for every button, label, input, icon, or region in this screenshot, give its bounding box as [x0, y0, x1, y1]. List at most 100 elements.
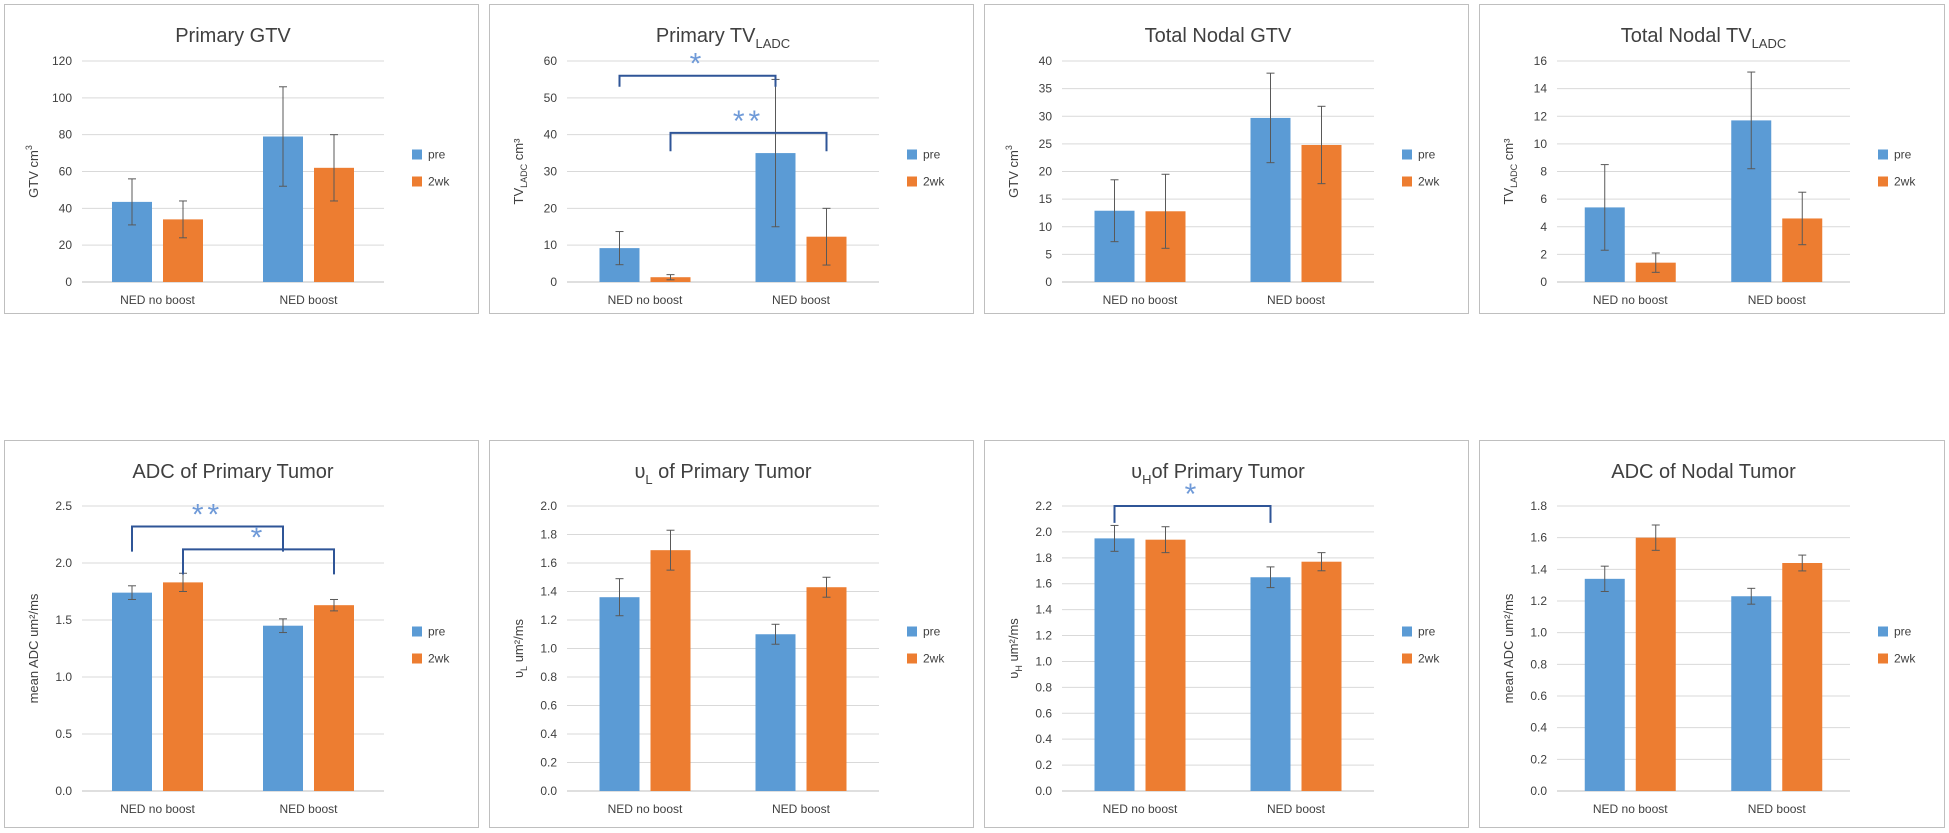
- y-tick-label: 60: [59, 165, 73, 179]
- chart-title-main: υ: [634, 461, 645, 483]
- y-tick-label: 15: [1039, 192, 1053, 206]
- y-axis-label-tail: um²/ms: [511, 618, 526, 665]
- y-axis-label-main: υ: [511, 671, 526, 678]
- y-tick-label: 1.0: [1035, 654, 1052, 668]
- legend-label: 2wk: [1894, 175, 1916, 189]
- y-tick-label: 10: [1039, 220, 1053, 234]
- legend-swatch: [1402, 653, 1412, 664]
- y-axis-label-main: GTV cm: [1006, 150, 1021, 198]
- y-axis-label-superscript: 3: [1004, 145, 1014, 150]
- y-tick-label: 5: [1045, 247, 1052, 261]
- chart-title-subscript: H: [1142, 472, 1151, 487]
- y-tick-label: 1.4: [1530, 562, 1547, 576]
- x-category-label: NED boost: [772, 802, 831, 816]
- y-tick-label: 2.0: [540, 499, 557, 513]
- y-tick-label: 10: [1534, 137, 1548, 151]
- y-axis-label-main: TV: [1501, 188, 1516, 205]
- x-category-label: NED boost: [279, 293, 338, 307]
- y-tick-label: 1.6: [540, 556, 557, 570]
- legend-label: 2wk: [1894, 652, 1916, 666]
- legend-swatch: [1878, 176, 1888, 187]
- y-tick-label: 25: [1039, 137, 1053, 151]
- legend-swatch: [412, 149, 422, 160]
- y-tick-label: 4: [1540, 220, 1547, 234]
- y-tick-label: 40: [544, 128, 558, 142]
- legend-swatch: [412, 653, 422, 664]
- x-category-label: NED no boost: [608, 802, 683, 816]
- y-axis-label: GTV cm3: [1004, 145, 1021, 198]
- chart-title: υL of Primary Tumor: [634, 461, 811, 487]
- bar-2wk-1: [650, 550, 691, 791]
- y-tick-label: 2.0: [1035, 525, 1052, 539]
- panel-frame: [1479, 440, 1945, 828]
- legend-swatch: [907, 626, 917, 637]
- significance-bracket: [618, 74, 777, 87]
- y-tick-label: 30: [544, 165, 558, 179]
- y-axis-label: TVLADC cm³: [1501, 138, 1519, 205]
- chart-title-main: Primary GTV: [175, 25, 291, 47]
- y-tick-label: 0.6: [540, 699, 557, 713]
- chart-title-tail: of Primary Tumor: [653, 461, 812, 483]
- legend-label: 2wk: [1418, 175, 1440, 189]
- bar-2wk-2: [314, 605, 354, 791]
- significance-bracket: [182, 548, 335, 575]
- chart-title: ADC of Primary Tumor: [132, 461, 333, 483]
- chart-title-subscript: LADC: [755, 36, 790, 51]
- x-category-label: NED boost: [1748, 802, 1807, 816]
- y-tick-label: 35: [1039, 82, 1053, 96]
- y-tick-label: 0: [1540, 275, 1547, 289]
- y-tick-label: 100: [52, 91, 72, 105]
- y-axis-label-main: mean ADC um²/ms: [26, 593, 41, 703]
- y-tick-label: 0: [65, 275, 72, 289]
- legend-swatch: [907, 653, 917, 664]
- legend-label: pre: [923, 148, 941, 162]
- chart-panel-5: ADC of Primary Tumor 0.0 0.5 1.0 1.5 2.0 2.5 me…: [4, 440, 479, 828]
- y-tick-label: 2.0: [55, 556, 72, 570]
- y-tick-label: 0: [1045, 275, 1052, 289]
- y-tick-label: 0.0: [1530, 784, 1547, 798]
- y-tick-label: 1.0: [540, 642, 557, 656]
- bar-pre-2: [263, 625, 303, 791]
- bar-2wk-1: [1635, 537, 1676, 791]
- y-tick-label: 1.4: [540, 585, 557, 599]
- legend-swatch: [907, 176, 917, 187]
- bar-2wk-2: [1301, 561, 1342, 791]
- y-tick-label: 14: [1534, 82, 1548, 96]
- legend-label: pre: [428, 148, 446, 162]
- legend-label: pre: [1894, 148, 1912, 162]
- chart-title-main: Total Nodal TV: [1621, 25, 1752, 47]
- y-tick-label: 1.8: [1035, 551, 1052, 565]
- bar-2wk-1: [1145, 539, 1186, 791]
- bar-2wk-2: [1782, 563, 1823, 791]
- chart-title-main: ADC of Nodal Tumor: [1611, 461, 1796, 483]
- y-tick-label: 8: [1540, 165, 1547, 179]
- y-tick-label: 0.4: [1530, 721, 1547, 735]
- x-category-label: NED no boost: [1103, 802, 1178, 816]
- legend-label: pre: [428, 625, 446, 639]
- x-category-label: NED boost: [1748, 293, 1807, 307]
- y-axis-label-subscript: LADC: [1509, 163, 1519, 188]
- legend-swatch: [412, 626, 422, 637]
- x-category-label: NED boost: [772, 293, 831, 307]
- y-tick-label: 20: [59, 238, 73, 252]
- panel-frame: [984, 440, 1469, 828]
- legend-label: pre: [1418, 148, 1436, 162]
- significance-stars: *: [251, 521, 267, 554]
- bar-pre-1: [1584, 578, 1625, 791]
- significance-stars: **: [192, 499, 223, 532]
- legend-label: pre: [1418, 625, 1436, 639]
- y-tick-label: 2: [1540, 247, 1547, 261]
- legend-swatch: [1878, 653, 1888, 664]
- y-axis-label-tail: cm³: [1501, 138, 1516, 164]
- legend-swatch: [1878, 149, 1888, 160]
- y-axis-label-subscript: L: [519, 666, 529, 671]
- chart-panel-8: ADC of Nodal Tumor 0.0 0.2 0.4 0.6 0.8 1.0 1.2 1…: [1479, 440, 1945, 828]
- legend-label: 2wk: [428, 652, 450, 666]
- y-tick-label: 0.0: [55, 784, 72, 798]
- y-tick-label: 0.4: [1035, 732, 1052, 746]
- legend-swatch: [907, 149, 917, 160]
- y-tick-label: 0.6: [1035, 706, 1052, 720]
- bar-2wk-1: [163, 582, 203, 791]
- y-tick-label: 50: [544, 91, 558, 105]
- x-category-label: NED boost: [279, 802, 338, 816]
